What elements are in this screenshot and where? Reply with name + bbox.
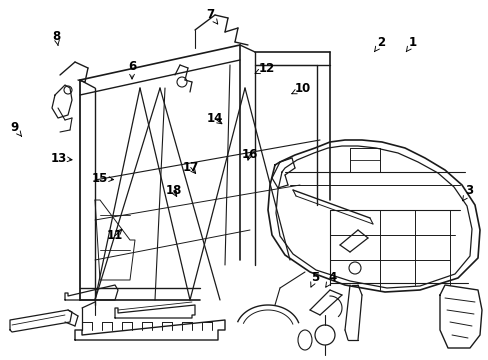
Text: 12: 12 <box>255 62 274 75</box>
Text: 14: 14 <box>206 112 223 125</box>
Text: 6: 6 <box>128 60 136 79</box>
Text: 16: 16 <box>241 148 257 161</box>
Text: 17: 17 <box>182 161 199 174</box>
Text: 9: 9 <box>11 121 21 136</box>
Text: 1: 1 <box>406 36 416 52</box>
Text: 8: 8 <box>52 30 60 45</box>
Text: 11: 11 <box>106 229 123 242</box>
Text: 15: 15 <box>92 172 113 185</box>
Text: 4: 4 <box>325 271 336 287</box>
Text: 10: 10 <box>291 82 311 95</box>
Text: 5: 5 <box>310 271 319 287</box>
Text: 18: 18 <box>165 184 182 197</box>
Text: 7: 7 <box>206 8 217 24</box>
Text: 2: 2 <box>374 36 385 52</box>
Text: 3: 3 <box>462 184 472 201</box>
Text: 13: 13 <box>50 152 72 165</box>
